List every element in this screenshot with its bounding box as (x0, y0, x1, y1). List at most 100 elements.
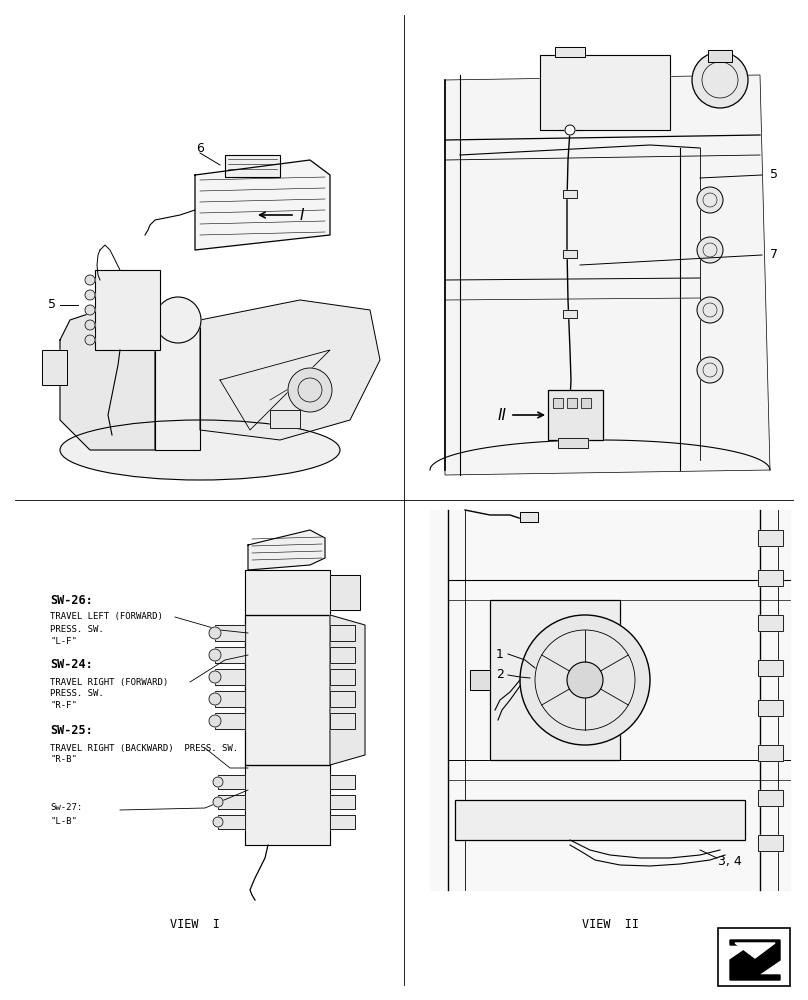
Bar (330, 795, 355, 809)
Bar (245, 615, 330, 765)
Bar (563, 310, 577, 318)
Circle shape (213, 797, 223, 807)
Bar (330, 775, 355, 789)
Bar (215, 669, 245, 685)
Bar (758, 570, 783, 586)
Bar (215, 691, 245, 707)
Circle shape (288, 368, 332, 412)
Bar (330, 647, 355, 663)
Circle shape (85, 305, 95, 315)
Bar (563, 310, 577, 318)
Bar (758, 745, 783, 761)
Bar (245, 570, 330, 615)
Bar (215, 625, 245, 641)
Bar (758, 745, 783, 761)
Bar (330, 647, 355, 663)
Bar (455, 800, 745, 840)
Bar (548, 390, 603, 440)
Bar (540, 55, 670, 130)
Polygon shape (195, 160, 330, 250)
Bar (42, 350, 67, 385)
Circle shape (85, 335, 95, 345)
Text: PRESS. SW.: PRESS. SW. (50, 690, 103, 698)
Text: PRESS. SW.: PRESS. SW. (50, 624, 103, 634)
Bar (330, 691, 355, 707)
Polygon shape (430, 510, 790, 890)
Bar (470, 670, 490, 690)
Bar (330, 575, 360, 610)
Text: II: II (498, 408, 507, 422)
Bar (330, 669, 355, 685)
Bar (758, 615, 783, 631)
Bar (563, 250, 577, 258)
Bar (330, 815, 355, 829)
Polygon shape (445, 75, 770, 475)
Bar (553, 398, 563, 408)
Bar (155, 320, 200, 450)
Bar (245, 615, 330, 765)
Polygon shape (730, 940, 780, 980)
Bar (581, 398, 591, 408)
Bar (215, 691, 245, 707)
Polygon shape (60, 310, 155, 450)
Text: "L-F": "L-F" (50, 637, 77, 646)
Circle shape (213, 777, 223, 787)
Bar (567, 398, 577, 408)
Bar (330, 775, 355, 789)
Bar (563, 250, 577, 258)
Text: 6: 6 (196, 141, 204, 154)
Bar (563, 190, 577, 198)
Bar (455, 800, 745, 840)
Bar (330, 713, 355, 729)
Bar (42, 350, 67, 385)
Bar (540, 55, 670, 130)
Bar (758, 835, 783, 851)
Text: "R-F": "R-F" (50, 702, 77, 710)
Text: TRAVEL RIGHT (BACKWARD)  PRESS. SW.: TRAVEL RIGHT (BACKWARD) PRESS. SW. (50, 744, 238, 752)
Text: 7: 7 (770, 248, 778, 261)
Bar (558, 438, 588, 448)
Circle shape (697, 357, 723, 383)
Text: TRAVEL LEFT (FORWARD): TRAVEL LEFT (FORWARD) (50, 612, 163, 621)
Bar (490, 600, 620, 760)
Text: "L-B": "L-B" (50, 818, 77, 826)
Bar (520, 512, 538, 522)
Text: SW-24:: SW-24: (50, 658, 93, 672)
Bar (718, 928, 790, 986)
Text: VIEW  II: VIEW II (582, 918, 638, 932)
Text: 5: 5 (770, 168, 778, 182)
Bar (330, 669, 355, 685)
Text: "R-B": "R-B" (50, 756, 77, 764)
Circle shape (85, 275, 95, 285)
Bar (215, 669, 245, 685)
Bar (218, 795, 245, 809)
Polygon shape (735, 943, 775, 958)
Bar (758, 530, 783, 546)
Polygon shape (200, 300, 380, 440)
Text: SW-26:: SW-26: (50, 593, 93, 606)
Bar (330, 625, 355, 641)
Circle shape (565, 125, 575, 135)
Bar (758, 570, 783, 586)
Circle shape (155, 297, 201, 343)
Bar (215, 713, 245, 729)
Bar (245, 765, 330, 845)
Bar (555, 47, 585, 57)
Bar (758, 700, 783, 716)
Circle shape (209, 693, 221, 705)
Text: 1: 1 (496, 648, 504, 660)
Circle shape (85, 320, 95, 330)
Text: I: I (300, 208, 305, 223)
Circle shape (697, 187, 723, 213)
Bar (708, 50, 732, 62)
Bar (218, 795, 245, 809)
Circle shape (209, 649, 221, 661)
Circle shape (697, 237, 723, 263)
Bar (245, 765, 330, 845)
Text: SW-25:: SW-25: (50, 724, 93, 736)
Bar (758, 660, 783, 676)
Bar (555, 47, 585, 57)
Bar (215, 647, 245, 663)
Bar (718, 928, 790, 986)
Bar (225, 155, 280, 177)
